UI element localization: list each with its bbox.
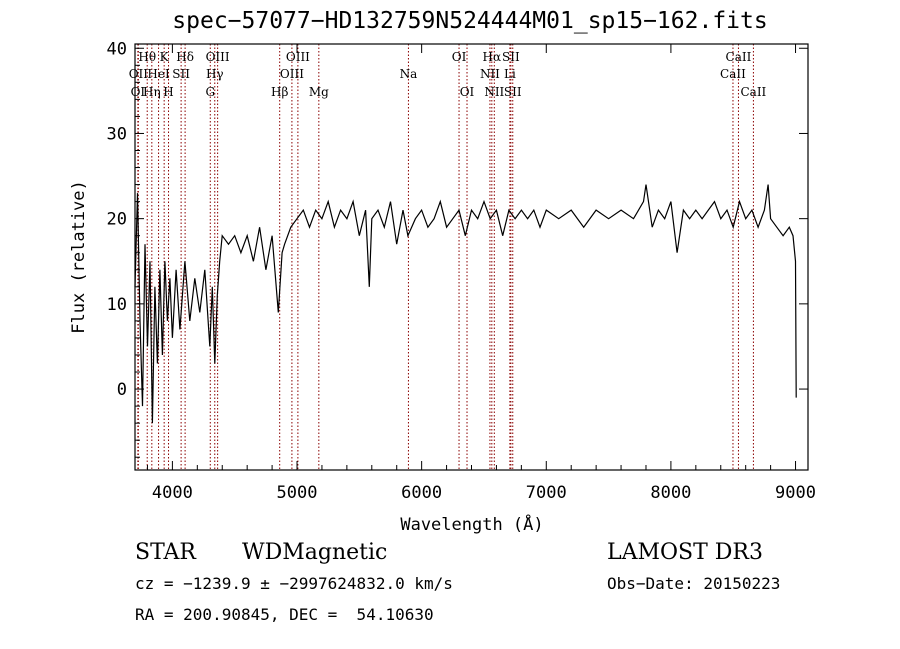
line-label-21: NII [484, 85, 504, 99]
line-label-13: OIII [280, 67, 304, 81]
line-label-1: OII [129, 67, 149, 81]
line-label-5: H [163, 85, 173, 99]
y-tick-label-2: 20 [107, 210, 127, 230]
x-tick-label-1: 5000 [277, 483, 318, 503]
line-label-24: SII [504, 85, 522, 99]
x-axis-ticks: 4000 5000 6000 7000 8000 9000 [146, 44, 816, 503]
line-label-15: Mg [309, 85, 329, 99]
object-class: STAR [135, 540, 196, 565]
chart-title: spec−57077−HD132759N524444M01_sp15−162.f… [172, 8, 768, 34]
line-label-0: OI [131, 85, 146, 99]
line-label-26: CaII [726, 50, 752, 64]
line-label-2: Hθ [138, 50, 156, 64]
line-label-3: Hη [143, 85, 161, 99]
x-tick-label-3: 7000 [526, 483, 567, 503]
x-tick-label-2: 6000 [401, 483, 442, 503]
coordinates-readout: RA = 200.90845, DEC = 54.10630 [135, 605, 434, 624]
y-tick-label-4: 40 [107, 39, 127, 59]
x-axis-label: Wavelength (Å) [400, 513, 543, 535]
spectral-line-markers [137, 44, 754, 470]
object-subclass: WDMagnetic [242, 540, 388, 565]
x-tick-label-5: 9000 [775, 483, 816, 503]
y-tick-label-1: 10 [107, 295, 127, 315]
line-label-4: K [160, 50, 170, 64]
line-label-11: OIII [206, 50, 230, 64]
line-label-12: Hβ [271, 85, 288, 99]
line-label-8: Hδ [176, 50, 194, 64]
line-label-27: CaII [740, 85, 766, 99]
line-label-18: OI [460, 85, 475, 99]
line-label-10: Hγ [206, 67, 224, 81]
observation-date: Obs−Date: 20150223 [607, 574, 781, 593]
line-label-19: NII [480, 67, 500, 81]
line-label-9: G [205, 85, 215, 99]
y-axis-label: Flux (relative) [69, 180, 89, 334]
redshift-readout: cz = −1239.9 ± −2997624832.0 km/s [135, 574, 453, 593]
line-label-23: SII [502, 50, 520, 64]
line-label-16: Na [400, 67, 418, 81]
spectrum-line [134, 184, 797, 424]
plot-frame [134, 43, 809, 471]
line-label-7: SII [172, 67, 190, 81]
y-axis-ticks: 0 10 20 30 40 [107, 39, 808, 458]
y-tick-label-0: 0 [117, 380, 127, 400]
survey-name: LAMOST DR3 [607, 540, 763, 565]
line-label-20: Hα [483, 50, 502, 64]
line-label-22: Li [504, 67, 516, 81]
x-tick-label-0: 4000 [152, 483, 193, 503]
line-label-17: OI [452, 50, 467, 64]
line-label-14: OIII [286, 50, 310, 64]
y-tick-label-3: 30 [107, 124, 127, 144]
line-label-6: HeI [147, 67, 170, 81]
line-label-25: CaII [720, 67, 746, 81]
x-tick-label-4: 8000 [650, 483, 691, 503]
